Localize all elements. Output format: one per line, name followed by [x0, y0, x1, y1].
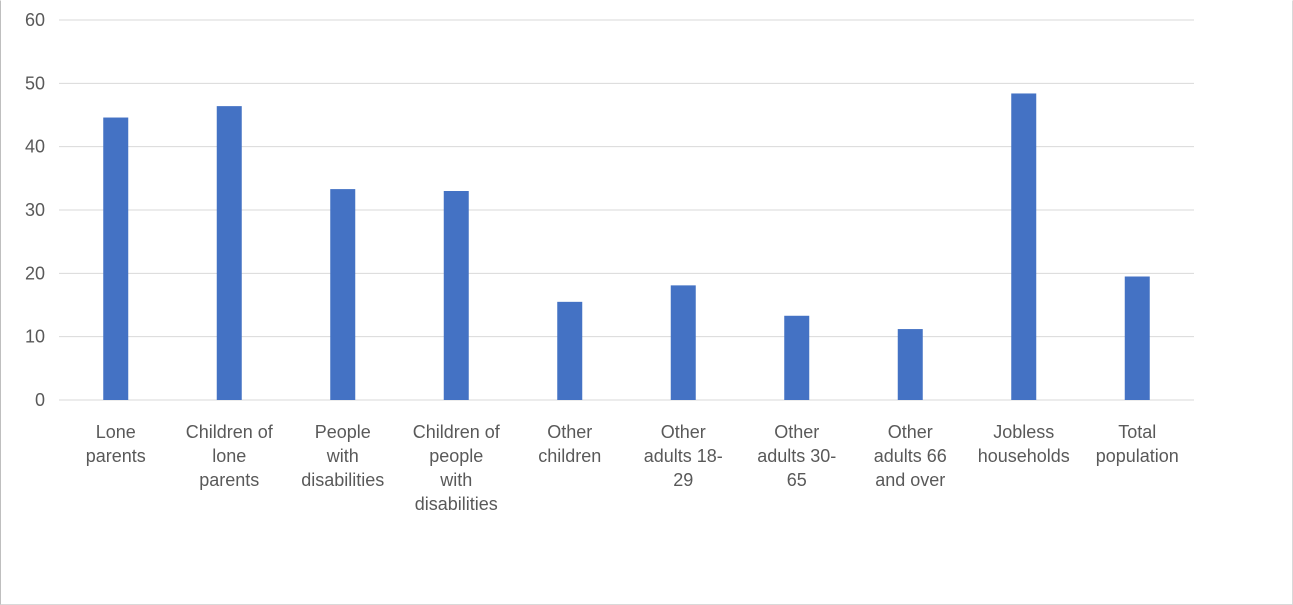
x-category-label-line: Other [888, 422, 933, 442]
x-category-label: Children of people with disabilities [413, 422, 501, 514]
y-tick-label: 40 [25, 137, 45, 157]
bars [103, 93, 1150, 401]
x-category-label: Other adults 66 and over [874, 422, 947, 490]
x-category-label-line: disabilities [415, 494, 498, 514]
x-category-label-line: and over [875, 470, 945, 490]
y-tick-label: 60 [25, 10, 45, 30]
x-category-label-line: Children of [186, 422, 274, 442]
x-category-label-line: parents [86, 446, 146, 466]
x-category-label: People with disabilities [301, 422, 384, 490]
bar [330, 189, 356, 400]
x-category-label-line: Other [774, 422, 819, 442]
x-category-label-line: lone [212, 446, 246, 466]
x-axis-labels: Lone parents Children of lone parents People w… [86, 422, 1179, 514]
x-category-label-line: 65 [787, 470, 807, 490]
x-category-label-line: households [978, 446, 1070, 466]
x-category-label: Other adults 18- 29 [644, 422, 723, 490]
bar [670, 285, 696, 400]
x-category-label-line: children [538, 446, 601, 466]
bar [897, 329, 923, 400]
x-category-label-line: Total [1118, 422, 1156, 442]
bar [216, 106, 242, 400]
x-category-label-line: 29 [673, 470, 693, 490]
x-category-label-line: Other [661, 422, 706, 442]
x-category-label-line: people [429, 446, 483, 466]
x-category-label: Lone parents [86, 422, 146, 466]
y-tick-label: 30 [25, 200, 45, 220]
bar [784, 315, 810, 400]
y-tick-label: 0 [35, 390, 45, 410]
x-category-label-line: Lone [96, 422, 136, 442]
x-category-label: Children of lone parents [186, 422, 274, 490]
y-axis-ticks: 0 10 20 30 40 50 60 [25, 10, 45, 410]
x-category-label: Jobless households [978, 422, 1070, 466]
x-category-label-line: disabilities [301, 470, 384, 490]
bar [443, 191, 469, 400]
x-category-label-line: with [326, 446, 359, 466]
x-category-label-line: parents [199, 470, 259, 490]
bar [1124, 276, 1150, 400]
x-category-label-line: with [439, 470, 472, 490]
x-category-label: Total population [1096, 422, 1179, 466]
gridlines [59, 19, 1194, 401]
x-category-label-line: adults 30- [757, 446, 836, 466]
x-category-label-line: population [1096, 446, 1179, 466]
x-category-label: Other adults 30- 65 [757, 422, 836, 490]
x-category-label-line: People [315, 422, 371, 442]
x-category-label-line: Other [547, 422, 592, 442]
x-category-label-line: adults 66 [874, 446, 947, 466]
y-tick-label: 10 [25, 327, 45, 347]
x-category-label-line: adults 18- [644, 446, 723, 466]
bar [1011, 93, 1037, 400]
bar [557, 301, 583, 400]
x-category-label-line: Jobless [993, 422, 1054, 442]
x-category-label: Other children [538, 422, 601, 466]
y-tick-label: 50 [25, 73, 45, 93]
x-category-label-line: Children of [413, 422, 501, 442]
bar [103, 117, 129, 401]
y-tick-label: 20 [25, 263, 45, 283]
